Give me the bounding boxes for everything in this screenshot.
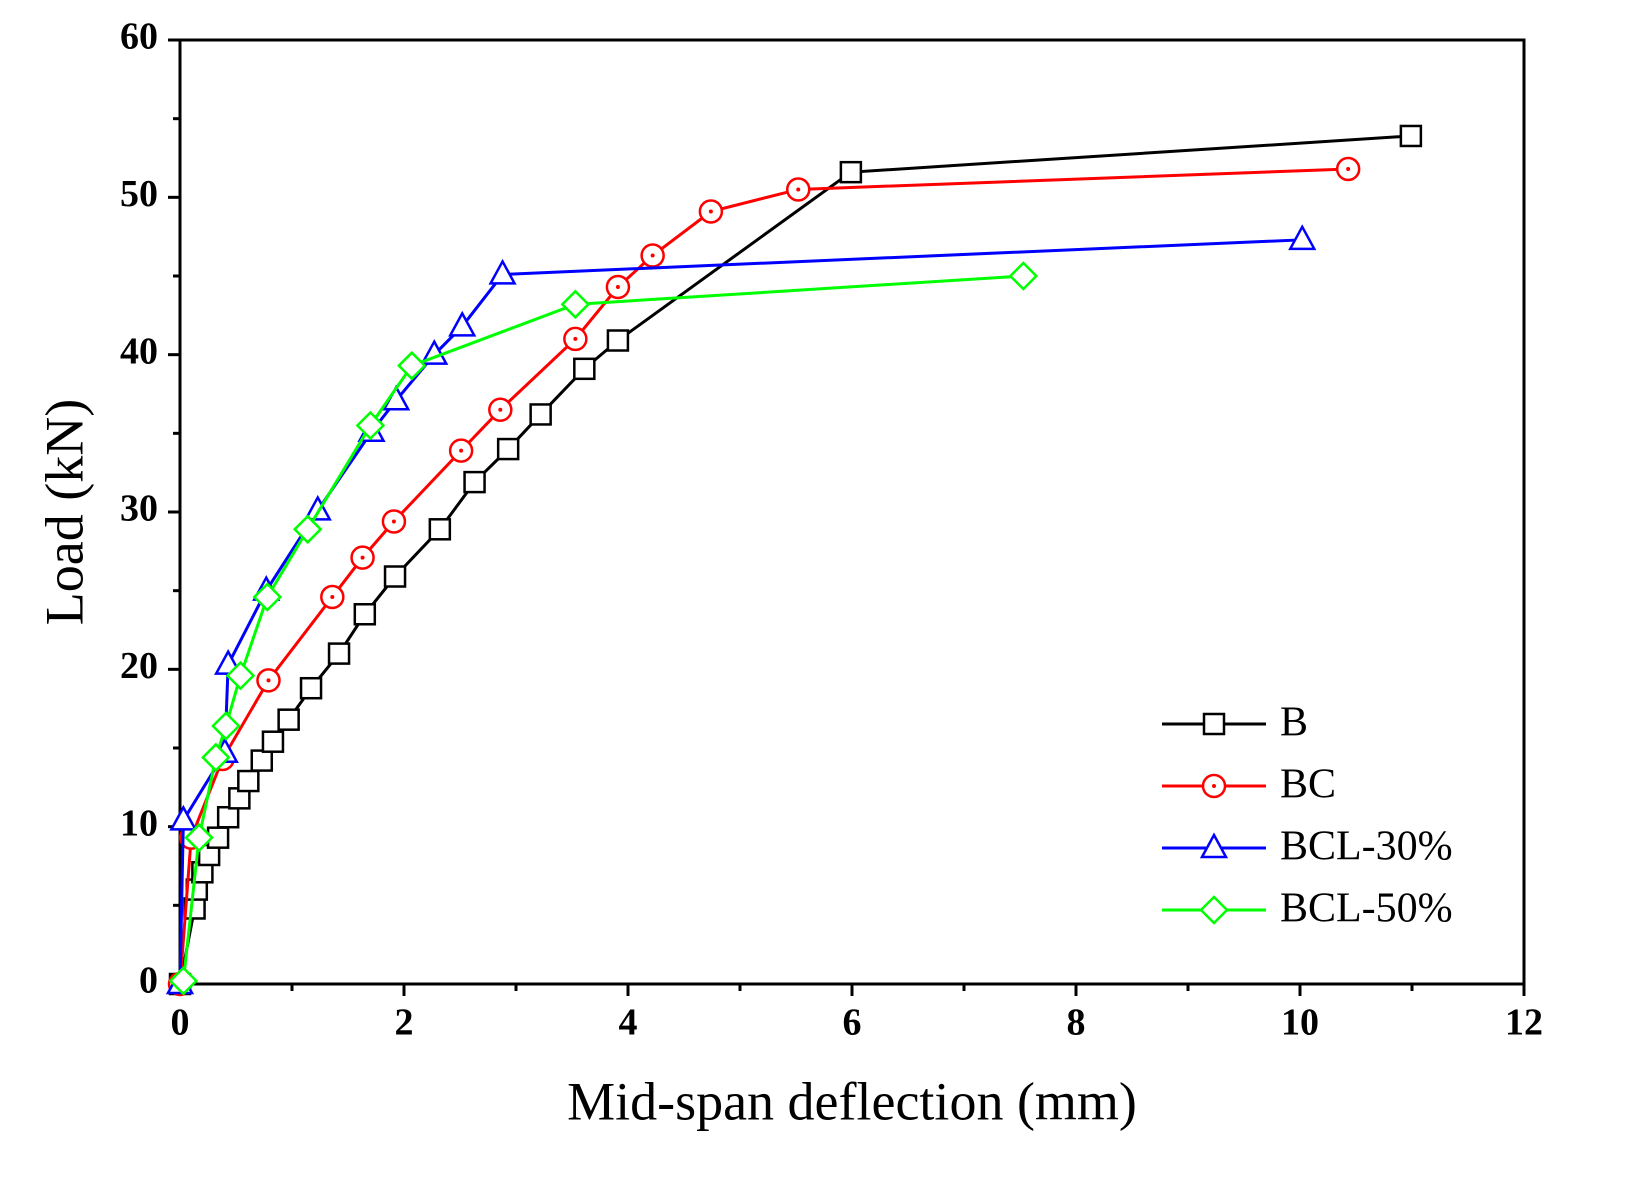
marker-dot	[650, 253, 655, 258]
marker	[560, 289, 591, 320]
marker	[496, 437, 520, 461]
marker	[1199, 895, 1229, 925]
y-tick-label: 40	[120, 330, 158, 372]
y-axis-label: Load (kN)	[34, 399, 94, 625]
y-tick-label: 10	[120, 802, 158, 844]
x-tick-label: 6	[843, 1002, 862, 1044]
marker	[1288, 224, 1317, 251]
marker	[785, 177, 811, 202]
marker	[448, 310, 477, 337]
marker	[381, 509, 407, 534]
marker	[252, 582, 283, 612]
marker	[261, 730, 285, 753]
marker-dot	[360, 555, 365, 560]
legend-label: BC	[1280, 762, 1336, 808]
marker	[1399, 124, 1423, 148]
marker-dot	[498, 407, 503, 412]
marker	[463, 470, 486, 494]
y-tick-label: 60	[120, 16, 158, 58]
marker	[225, 660, 256, 691]
x-tick-label: 12	[1505, 1002, 1543, 1044]
marker	[448, 438, 474, 463]
marker	[168, 966, 199, 996]
x-tick-label: 4	[619, 1002, 638, 1044]
y-tick-label: 50	[120, 173, 158, 215]
marker	[1201, 773, 1227, 799]
marker	[573, 357, 596, 381]
marker-dot	[615, 285, 620, 290]
marker	[428, 518, 452, 541]
marker-dot	[796, 187, 801, 192]
marker	[320, 584, 345, 610]
marker	[327, 642, 351, 665]
marker-dot	[330, 594, 335, 599]
series-line	[178, 238, 1303, 985]
x-tick-label: 0	[171, 1002, 190, 1044]
y-tick-label: 0	[139, 960, 158, 1002]
x-tick-label: 10	[1281, 1002, 1319, 1044]
marker	[1008, 261, 1039, 291]
marker	[184, 822, 214, 853]
marker	[640, 243, 665, 268]
marker	[606, 329, 630, 352]
marker	[211, 711, 241, 741]
marker	[383, 565, 407, 588]
marker	[1202, 712, 1226, 736]
legend-label: BCL-50%	[1280, 886, 1453, 932]
marker-dot	[391, 519, 396, 524]
marker-dot	[708, 209, 713, 214]
marker	[292, 514, 323, 545]
marker	[397, 350, 427, 381]
marker	[277, 708, 300, 731]
legend-label: BCL-30%	[1280, 824, 1453, 870]
marker-dot	[573, 336, 578, 341]
marker	[698, 199, 724, 224]
marker	[1335, 156, 1361, 182]
x-axis-label: Mid-span deflection (mm)	[567, 1071, 1137, 1131]
marker	[256, 668, 281, 693]
marker	[355, 410, 386, 441]
marker	[488, 397, 513, 422]
marker	[216, 805, 240, 829]
x-tick-label: 8	[1067, 1002, 1086, 1044]
marker	[839, 160, 863, 184]
y-tick-label: 30	[120, 488, 158, 530]
marker	[250, 749, 274, 772]
marker	[1199, 832, 1229, 859]
marker	[353, 603, 377, 626]
marker	[563, 326, 588, 352]
marker-dot	[266, 678, 271, 683]
marker	[201, 742, 231, 773]
marker	[350, 545, 375, 570]
marker	[529, 403, 552, 426]
marker	[488, 258, 517, 285]
marker-dot	[1212, 784, 1216, 788]
x-tick-label: 2	[395, 1002, 414, 1044]
marker-dot	[1346, 167, 1351, 172]
marker	[605, 274, 631, 300]
marker-dot	[459, 448, 464, 453]
marker	[169, 804, 198, 831]
legend-label: B	[1280, 700, 1308, 746]
marker	[237, 769, 260, 793]
marker	[303, 494, 332, 521]
marker	[299, 676, 323, 700]
y-tick-label: 20	[120, 645, 158, 687]
